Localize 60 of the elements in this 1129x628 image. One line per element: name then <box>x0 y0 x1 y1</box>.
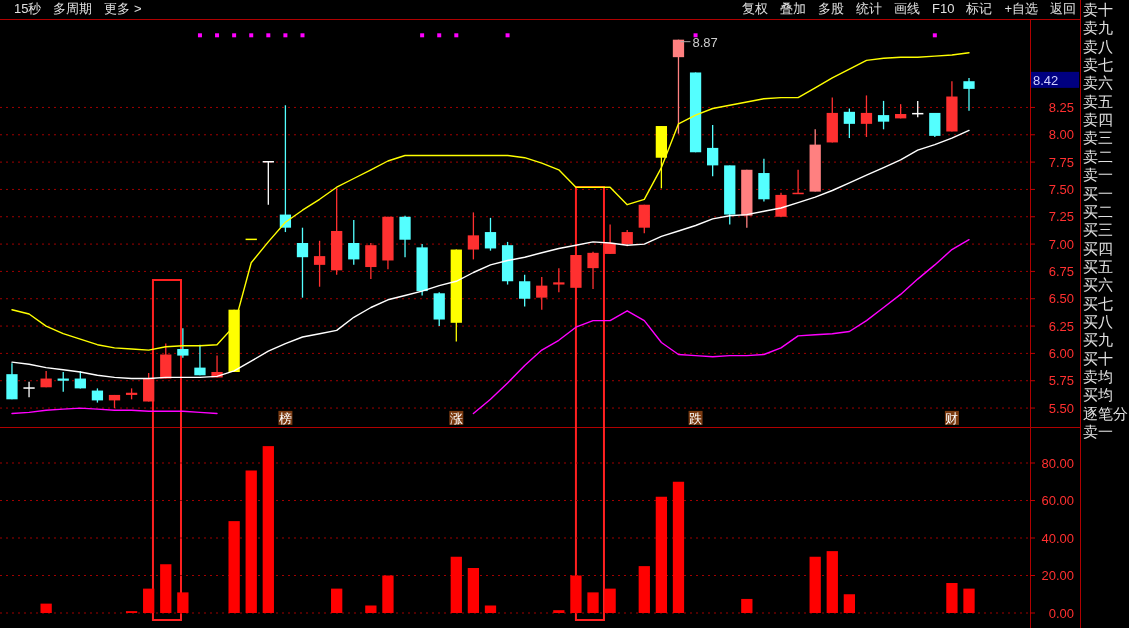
text: 买十 <box>1083 349 1113 367</box>
y-tick-label: 8.25 <box>1048 99 1074 115</box>
data-label: 涨 <box>449 410 463 426</box>
y-tick-label: 7.50 <box>1048 181 1074 197</box>
text: 卖七 <box>1083 56 1113 74</box>
text: 返回 <box>1050 1 1076 16</box>
y-tick-label: 7.25 <box>1048 209 1074 225</box>
text: 买三 <box>1083 221 1113 239</box>
text: 卖三 <box>1083 129 1113 147</box>
text: 逐笔分 <box>1083 404 1128 422</box>
text: 复权 <box>742 1 768 16</box>
text: 画线 <box>894 1 920 16</box>
text: +自选 <box>1004 1 1038 16</box>
text: 卖十 <box>1083 1 1113 18</box>
y-tick-label: 0.00 <box>1048 605 1074 621</box>
text: 买八 <box>1083 312 1113 330</box>
text: 卖九 <box>1083 19 1113 37</box>
max-label: 8.87 <box>679 34 718 50</box>
text: 更多 > <box>104 1 142 16</box>
text: 统计 <box>856 1 882 16</box>
text: 卖四 <box>1083 111 1113 129</box>
text: 买四 <box>1083 239 1113 257</box>
text: 卖一 <box>1083 166 1113 184</box>
text: 买九 <box>1083 331 1113 349</box>
text: 多周期 <box>53 1 93 16</box>
y-tick-label: 5.50 <box>1048 400 1074 416</box>
text: 15秒 <box>14 1 42 16</box>
data-label: 榜 <box>278 410 292 426</box>
y-tick-label: 80.00 <box>1041 455 1074 471</box>
text: 卖二 <box>1083 147 1113 165</box>
text: 标记 <box>965 1 993 16</box>
y-tick-label: 8.00 <box>1048 127 1074 143</box>
text: 叠加 <box>780 1 806 16</box>
text: 卖一 <box>1083 423 1113 441</box>
text: 卖均 <box>1083 368 1113 385</box>
y-tick-label: 60.00 <box>1041 493 1074 508</box>
text: 卖六 <box>1083 74 1113 92</box>
y-tick-label: 6.00 <box>1048 345 1074 361</box>
text: 买五 <box>1083 257 1113 275</box>
annotation: 8.87 <box>692 34 718 50</box>
text: 卖八 <box>1083 37 1113 55</box>
line-series <box>11 52 970 351</box>
text: 买六 <box>1083 276 1113 294</box>
text: 买七 <box>1083 294 1113 312</box>
y-tick-label: 20.00 <box>1041 568 1074 583</box>
y-tick-label: 6.50 <box>1048 291 1074 307</box>
data-label: 跌 <box>689 410 703 426</box>
y-tick-label: 6.25 <box>1048 318 1074 334</box>
y-tick-label: 7.00 <box>1048 236 1074 252</box>
text: 买一 <box>1083 184 1113 202</box>
y-tick-label: 5.75 <box>1048 373 1074 389</box>
y-tick-label: 40.00 <box>1041 530 1074 546</box>
text: 多股 <box>818 1 844 16</box>
data-label: 财 <box>945 410 959 426</box>
y-tick-label: 6.75 <box>1048 263 1074 279</box>
y-tick-label: 7.75 <box>1048 154 1074 170</box>
text: F10 <box>932 1 955 16</box>
text: 买二 <box>1083 202 1113 220</box>
text: 买均 <box>1083 386 1113 404</box>
text: 卖五 <box>1083 92 1113 110</box>
